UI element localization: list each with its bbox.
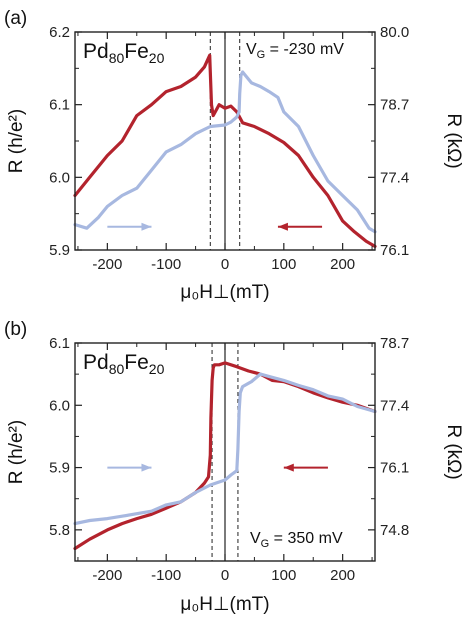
y-tick-label: 6.2 xyxy=(49,24,70,41)
x-tick-label: -200 xyxy=(92,256,122,273)
series-line-red xyxy=(73,53,377,248)
y-tick-label: 6.0 xyxy=(49,169,70,186)
y-tick-label-right: 78.7 xyxy=(380,97,409,114)
y-tick-label-right: 74.8 xyxy=(380,522,409,539)
y-tick-label: 6.0 xyxy=(49,397,70,414)
series-line-red xyxy=(73,361,377,551)
x-axis-label: μ₀H⊥(mT) xyxy=(180,282,269,303)
panel-b: (b) -200 -100 0 100 200 5.8 74.8 5.9 76.1 6.0 77.4 6… xyxy=(4,319,463,615)
material-sub: 80 xyxy=(109,50,125,66)
x-axis-label: μ₀H⊥(mT) xyxy=(180,594,269,615)
material-mid: Fe xyxy=(124,351,149,374)
y-tick-label: 5.9 xyxy=(49,460,70,477)
arrow-head-red xyxy=(277,222,288,231)
y-tick-label-right: 77.4 xyxy=(380,397,409,414)
gate-main: V xyxy=(246,41,257,58)
y-axis-label-left: R (h/e²) xyxy=(6,109,27,173)
y-tick-label-right: 78.7 xyxy=(380,335,409,352)
x-tick-label: -100 xyxy=(151,256,181,273)
x-tick-label: -100 xyxy=(151,567,181,584)
x-tick-label: 200 xyxy=(330,567,355,584)
material-main: Pd xyxy=(83,40,109,63)
x-tick-label: -200 xyxy=(92,567,122,584)
y-axis-label-left: R (h/e²) xyxy=(6,420,27,484)
y-tick-label: 6.1 xyxy=(49,335,70,352)
material-sub: 80 xyxy=(109,361,125,377)
series-line-blue xyxy=(73,70,377,234)
y-axis-label-right: R (kΩ) xyxy=(443,113,463,168)
gate-value: = 350 mV xyxy=(269,530,343,547)
x-tick-label: 100 xyxy=(271,567,296,584)
y-tick-label-right: 80.0 xyxy=(380,24,409,41)
arrow-head-blue xyxy=(141,463,152,472)
x-tick-label: 0 xyxy=(221,567,229,584)
gate-voltage-label: VG = -230 mV xyxy=(246,41,344,61)
y-tick-label: 5.9 xyxy=(49,242,70,259)
panel-a: (a) -200 -100 0 100 200 5.9 76.1 6.0 77.4 6.1 78.7 6… xyxy=(4,8,463,303)
y-axis-label-right: R (kΩ) xyxy=(443,424,463,479)
gate-value: = -230 mV xyxy=(265,41,344,58)
gate-voltage-label: VG = 350 mV xyxy=(250,530,343,550)
material-main: Pd xyxy=(83,351,109,374)
x-tick-label: 100 xyxy=(271,256,296,273)
material-label: Pd80Fe20 xyxy=(83,40,165,66)
y-tick-label: 5.8 xyxy=(49,522,70,539)
series-line-blue xyxy=(73,372,377,526)
gate-sub: G xyxy=(261,538,270,550)
y-tick-label-right: 76.1 xyxy=(380,460,409,477)
material-mid: Fe xyxy=(124,40,149,63)
material-sub: 20 xyxy=(149,50,165,66)
y-tick-label: 6.1 xyxy=(49,97,70,114)
arrow-head-red xyxy=(283,463,294,472)
panel-label: (a) xyxy=(4,8,27,29)
gate-main: V xyxy=(250,530,261,547)
material-sub: 20 xyxy=(149,361,165,377)
arrow-head-blue xyxy=(141,222,152,231)
x-tick-label: 200 xyxy=(330,256,355,273)
y-tick-label-right: 76.1 xyxy=(380,242,409,259)
x-tick-label: 0 xyxy=(221,256,229,273)
material-label: Pd80Fe20 xyxy=(83,351,165,377)
gate-sub: G xyxy=(257,49,266,61)
panel-label: (b) xyxy=(4,319,27,340)
y-tick-label-right: 77.4 xyxy=(380,169,409,186)
